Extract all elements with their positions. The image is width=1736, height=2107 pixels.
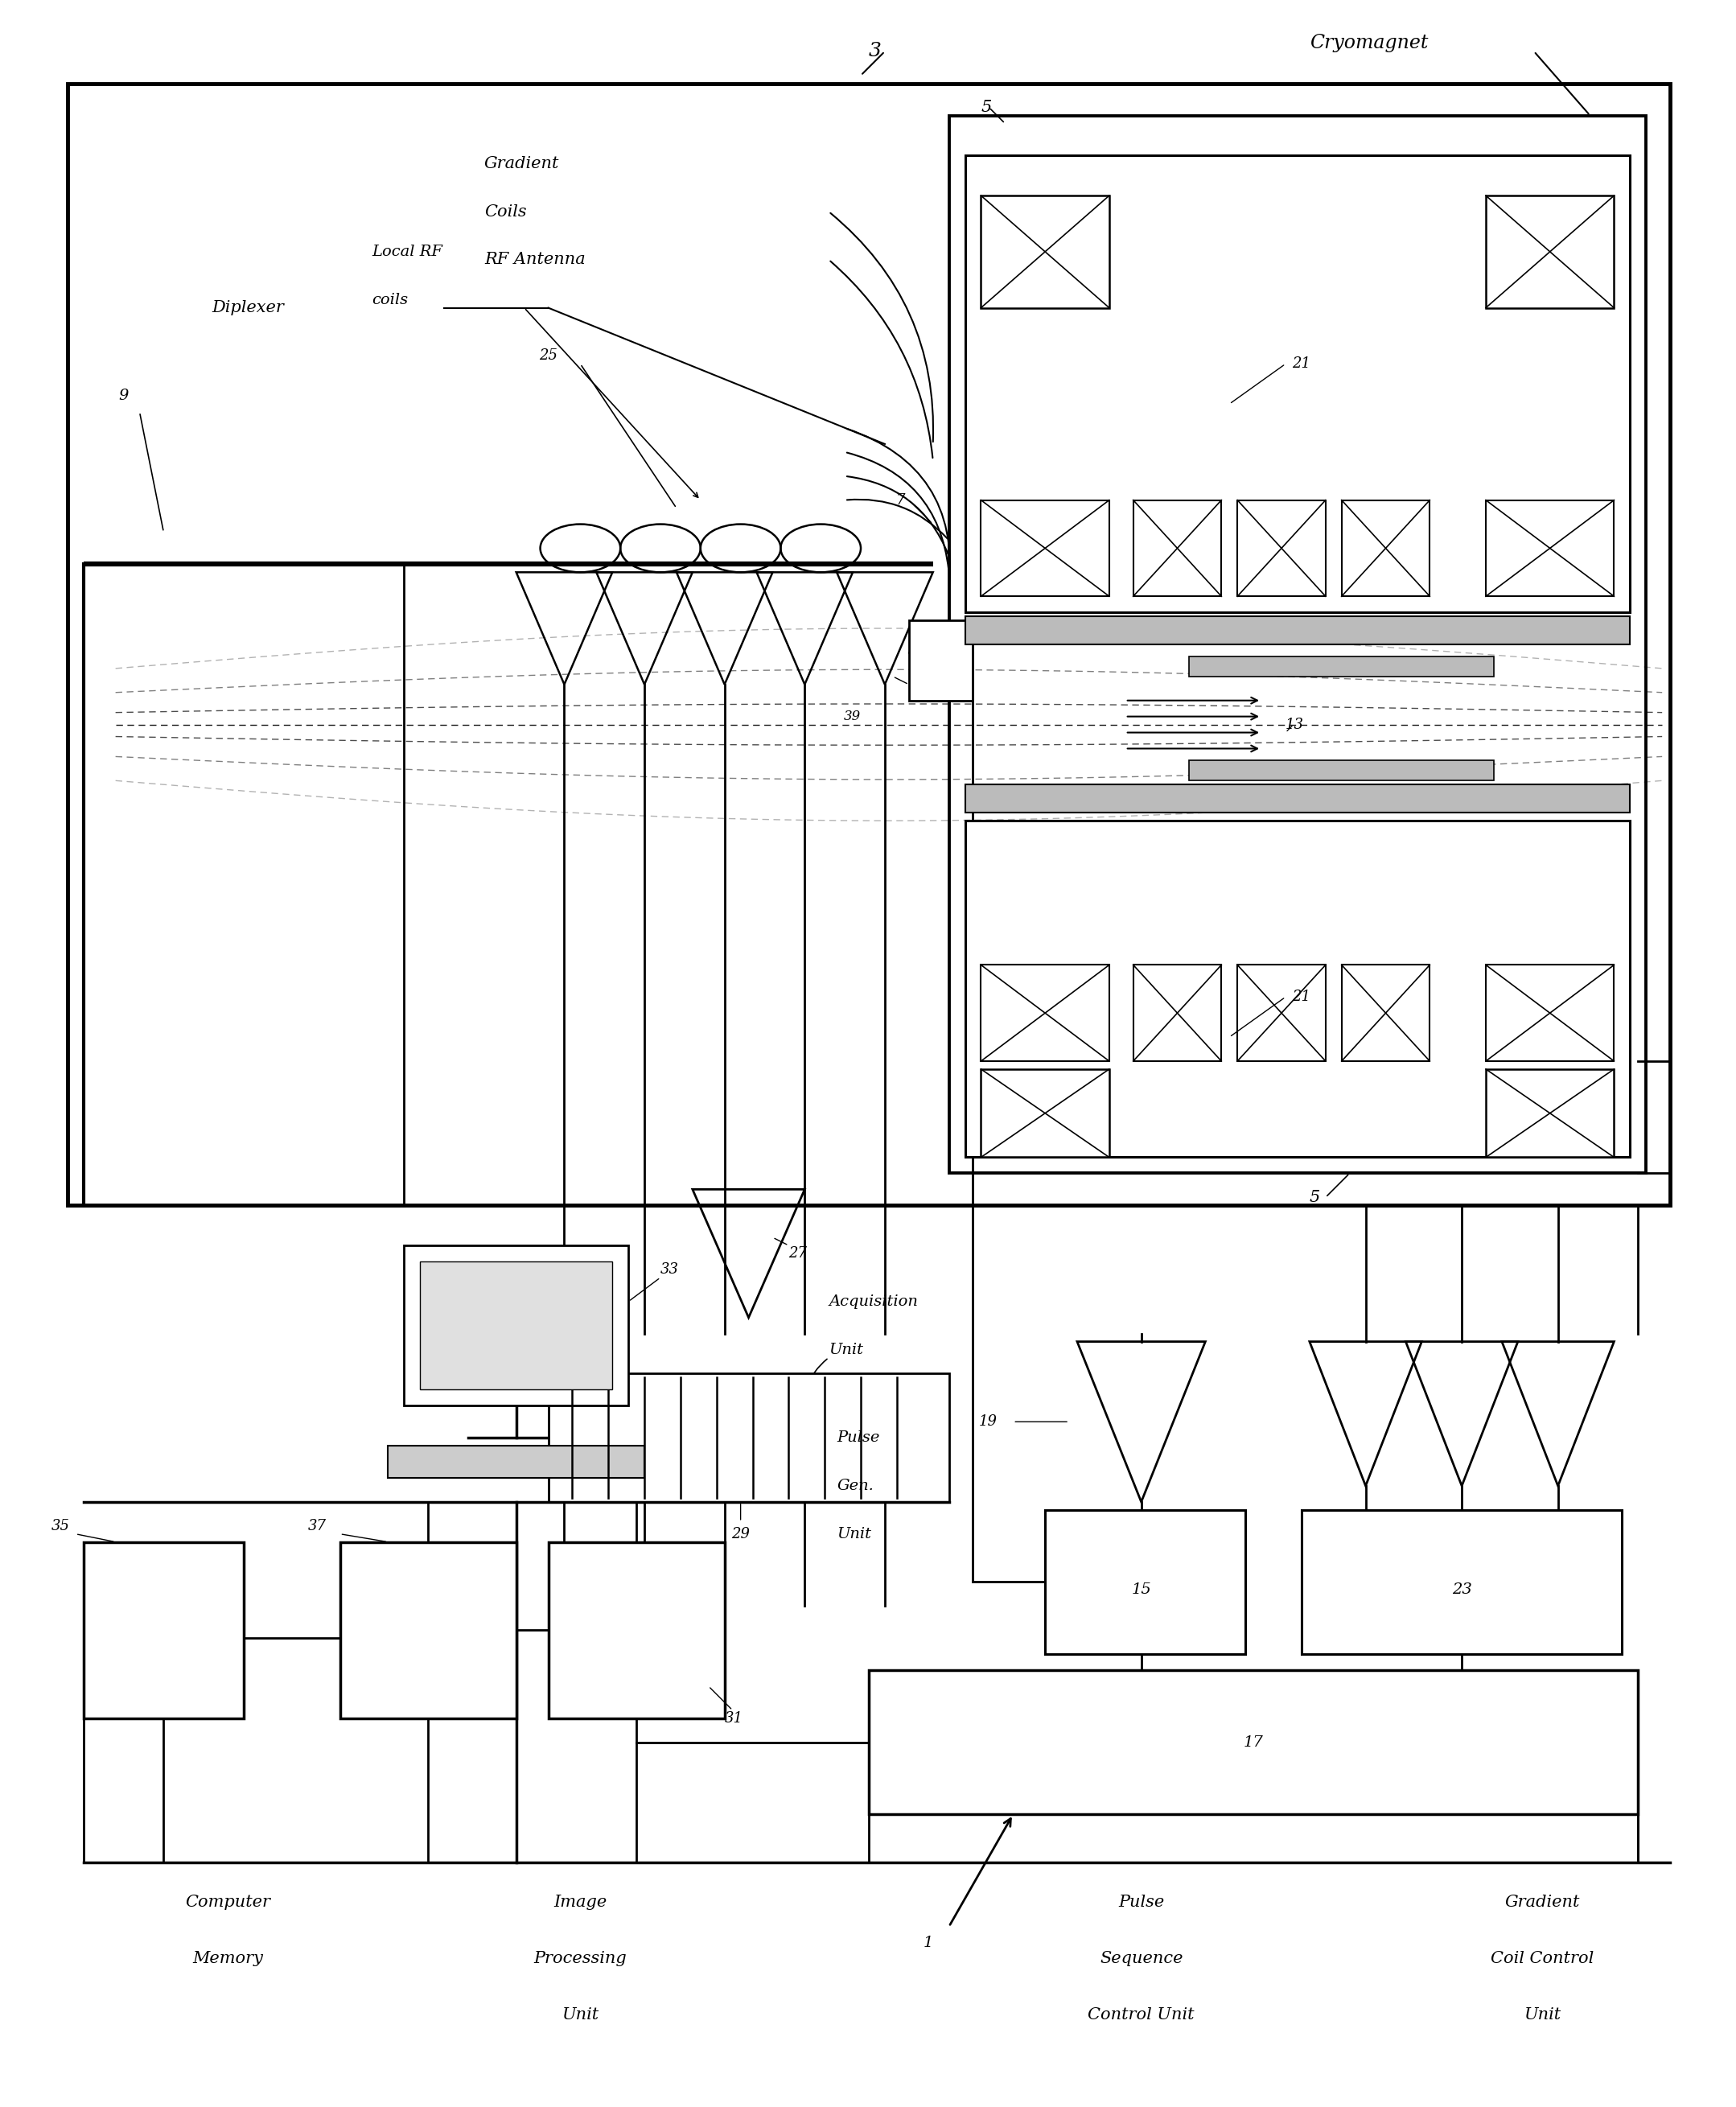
Text: 5: 5 bbox=[981, 99, 991, 116]
Text: 15: 15 bbox=[1132, 1582, 1151, 1597]
Text: 7: 7 bbox=[896, 493, 906, 508]
Text: Pulse: Pulse bbox=[837, 1431, 880, 1445]
Text: Sequence: Sequence bbox=[1099, 1951, 1182, 1966]
Text: 3: 3 bbox=[868, 42, 882, 61]
Text: 27: 27 bbox=[910, 685, 927, 700]
Text: 17: 17 bbox=[1243, 1734, 1264, 1749]
Text: 37: 37 bbox=[307, 1519, 326, 1534]
Bar bbox=[404, 1245, 628, 1405]
Bar bbox=[1238, 965, 1326, 1062]
Text: Coil Control: Coil Control bbox=[1489, 1951, 1594, 1966]
Bar bbox=[965, 822, 1630, 1157]
Bar bbox=[1134, 499, 1222, 596]
Text: 1: 1 bbox=[924, 1936, 932, 1949]
Text: Coils: Coils bbox=[484, 204, 526, 219]
Text: 35: 35 bbox=[52, 1519, 69, 1534]
Bar bbox=[1486, 499, 1614, 596]
Text: Unit: Unit bbox=[837, 1528, 871, 1540]
Bar bbox=[910, 619, 972, 700]
Bar bbox=[950, 116, 1646, 1174]
Text: Processing: Processing bbox=[533, 1951, 627, 1966]
Bar bbox=[981, 1068, 1109, 1157]
Text: 31: 31 bbox=[724, 1711, 743, 1726]
Bar bbox=[1302, 1511, 1621, 1654]
Bar bbox=[965, 156, 1630, 613]
Bar bbox=[83, 1542, 243, 1719]
Text: 29: 29 bbox=[731, 1528, 750, 1540]
Bar bbox=[549, 1374, 950, 1502]
Text: 33: 33 bbox=[660, 1262, 679, 1277]
Bar bbox=[1189, 657, 1495, 676]
Text: 21: 21 bbox=[1292, 356, 1311, 371]
Text: coils: coils bbox=[372, 293, 408, 308]
Bar bbox=[981, 499, 1109, 596]
Bar bbox=[965, 784, 1630, 813]
Bar bbox=[1486, 965, 1614, 1062]
Text: 13: 13 bbox=[1285, 716, 1304, 731]
Text: 39: 39 bbox=[844, 710, 861, 723]
Bar bbox=[868, 1671, 1639, 1814]
Bar bbox=[1486, 1068, 1614, 1157]
Text: 27: 27 bbox=[788, 1245, 807, 1260]
Bar bbox=[981, 965, 1109, 1062]
Bar bbox=[1134, 965, 1222, 1062]
Text: Gradient: Gradient bbox=[484, 156, 559, 171]
Text: Local RF: Local RF bbox=[372, 244, 443, 259]
Bar bbox=[1486, 196, 1614, 308]
Bar bbox=[1045, 1511, 1245, 1654]
Text: Diplexer: Diplexer bbox=[212, 299, 285, 316]
Text: Unit: Unit bbox=[828, 1342, 863, 1357]
Bar bbox=[1238, 499, 1326, 596]
Text: 19: 19 bbox=[979, 1414, 996, 1429]
Text: Unit: Unit bbox=[1524, 2008, 1561, 2023]
Bar bbox=[389, 1445, 644, 1477]
Text: Unit: Unit bbox=[562, 2008, 599, 2023]
Text: Cryomagnet: Cryomagnet bbox=[1309, 34, 1429, 53]
Text: Pulse: Pulse bbox=[1118, 1894, 1165, 1911]
Text: 5: 5 bbox=[1309, 1190, 1319, 1205]
Text: 21: 21 bbox=[1292, 990, 1311, 1005]
Bar bbox=[1342, 965, 1430, 1062]
Text: Image: Image bbox=[554, 1894, 608, 1911]
Bar bbox=[1342, 499, 1430, 596]
Text: Control Unit: Control Unit bbox=[1088, 2008, 1194, 2023]
Text: Memory: Memory bbox=[193, 1951, 264, 1966]
Text: 9: 9 bbox=[118, 388, 128, 402]
Text: RF Antenna: RF Antenna bbox=[484, 253, 585, 268]
Bar bbox=[340, 1542, 516, 1719]
Text: Computer: Computer bbox=[186, 1894, 271, 1911]
Bar bbox=[549, 1542, 724, 1719]
Text: Gen.: Gen. bbox=[837, 1479, 873, 1494]
Bar bbox=[1189, 761, 1495, 780]
Text: Acquisition: Acquisition bbox=[828, 1294, 918, 1308]
Text: 25: 25 bbox=[538, 348, 557, 362]
Bar bbox=[68, 84, 1670, 1205]
Text: Gradient: Gradient bbox=[1505, 1894, 1580, 1911]
Bar bbox=[981, 196, 1109, 308]
Bar bbox=[420, 1262, 613, 1391]
Text: 23: 23 bbox=[1451, 1582, 1472, 1597]
Bar bbox=[965, 617, 1630, 645]
